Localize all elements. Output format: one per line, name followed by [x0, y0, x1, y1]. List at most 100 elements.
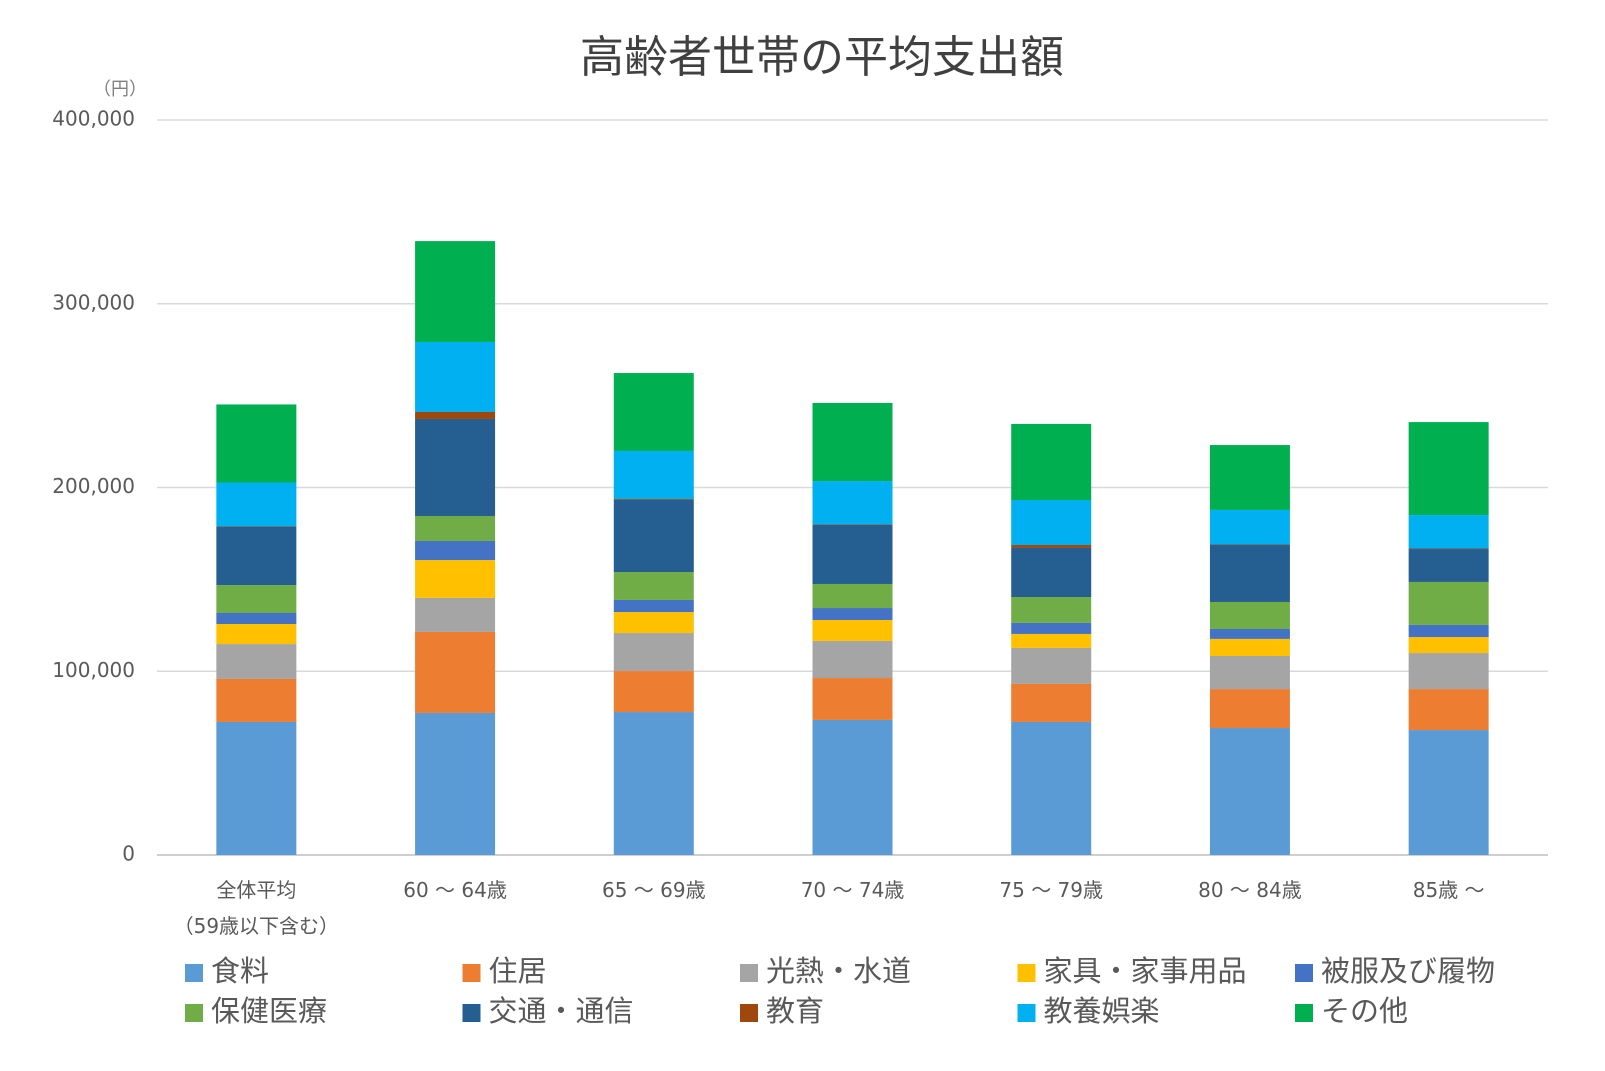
y-tick-label: 300,000: [52, 290, 135, 314]
bar-segment: [1408, 422, 1489, 516]
x-tick-label: 80 ～ 84歳: [1198, 878, 1302, 902]
bar-segment: [1408, 581, 1489, 625]
bar-segment: [415, 631, 496, 713]
legend-swatch: [1017, 1004, 1036, 1022]
legend-swatch: [185, 1004, 203, 1022]
bar-segment: [216, 404, 297, 483]
bar-segment: [1209, 544, 1290, 546]
bar-segment: [1209, 601, 1290, 629]
x-tick-label: 65 ～ 69歳: [601, 878, 706, 902]
bar-segment: [415, 341, 496, 412]
legend-swatch: [1295, 1004, 1313, 1022]
x-tick-label: 60 ～ 64歳: [403, 878, 507, 902]
chart-title: 高齢者世帯の平均支出額: [580, 32, 1064, 83]
bar-segment: [415, 540, 496, 561]
bar-segment: [1011, 647, 1092, 684]
y-unit: （円）: [93, 79, 147, 100]
bar-segment: [1011, 633, 1092, 648]
legend-label: 光熱・水道: [766, 954, 911, 988]
bar-segment: [812, 524, 893, 584]
bar-segment: [812, 678, 893, 720]
bar-segment: [613, 499, 694, 573]
bar-segment: [1408, 653, 1489, 690]
bar-segment: [216, 482, 297, 527]
bar-segment: [613, 450, 694, 500]
bar-segment: [216, 624, 297, 645]
bar-segment: [1408, 730, 1489, 855]
y-tick-label: 100,000: [52, 658, 135, 682]
bar-segment: [415, 411, 496, 419]
bar-segment: [613, 499, 694, 500]
legend-swatch: [462, 1004, 481, 1022]
bar-segment: [812, 640, 893, 679]
bar-segment: [216, 644, 297, 679]
legend-label: 家具・家事用品: [1044, 954, 1247, 988]
bar-segment: [812, 524, 893, 525]
legend-label: 被服及び履物: [1321, 954, 1495, 988]
bar-segment: [1209, 638, 1290, 656]
bar-segment: [415, 418, 496, 516]
legend-swatch: [740, 1004, 758, 1022]
legend-swatch: [1295, 964, 1313, 982]
bar-segment: [1408, 549, 1489, 582]
bar-segment: [1209, 655, 1290, 690]
bar-segment: [216, 678, 297, 722]
bar-segment: [1011, 499, 1092, 546]
bar-segment: [613, 612, 694, 634]
bar-segment: [1209, 689, 1290, 729]
bar-segment: [415, 560, 496, 598]
x-tick-label: 全体平均 （59歳以下含む）: [173, 878, 340, 938]
legend-label: 食料: [211, 954, 269, 988]
bar-segment: [1209, 445, 1290, 510]
bar-segment: [613, 633, 694, 672]
bar-segment: [1209, 628, 1290, 639]
bar-segment: [216, 613, 297, 625]
bar-segment: [812, 402, 893, 482]
bar-segment: [216, 526, 297, 528]
bar-segment: [1011, 545, 1092, 548]
bar-segment: [613, 572, 694, 600]
bar-segment: [1209, 509, 1290, 545]
x-tick-label: 75 ～ 79歳: [999, 878, 1104, 902]
legend-swatch: [462, 964, 481, 982]
legend-label: 教養娯楽: [1044, 994, 1160, 1028]
bar-segment: [613, 712, 694, 855]
bar-segment: [415, 712, 496, 855]
x-tick-label: 85歳 ～: [1412, 878, 1485, 902]
legend-label: 保健医療: [211, 994, 327, 1028]
bar-segment: [812, 619, 893, 641]
y-tick-label: 200,000: [52, 474, 135, 498]
legend-label: 教育: [766, 994, 824, 1028]
bar-segment: [1408, 689, 1489, 731]
bar-segment: [613, 373, 694, 451]
bar-segment: [216, 585, 297, 614]
bar-segment: [1209, 545, 1290, 602]
bar-segment: [1408, 624, 1489, 638]
legend-label: 交通・通信: [489, 994, 634, 1028]
bar-segment: [812, 608, 893, 620]
bar-segment: [1408, 548, 1489, 550]
bar-segment: [1209, 728, 1290, 855]
bar-segment: [415, 515, 496, 541]
bar-segment: [1011, 622, 1092, 634]
bar-segment: [1011, 683, 1092, 722]
bar-segment: [812, 481, 893, 525]
x-tick-label: 70 ～ 74歳: [800, 878, 905, 902]
bar-segment: [216, 527, 297, 586]
legend-label: その他: [1321, 994, 1408, 1028]
bar-segment: [1011, 597, 1092, 623]
bar-segment: [415, 597, 496, 632]
y-tick-label: 0: [122, 842, 135, 866]
bar-segment: [812, 719, 893, 855]
bar-segment: [1408, 637, 1489, 654]
legend-swatch: [1017, 964, 1036, 982]
legend-label: 住居: [489, 954, 547, 988]
bar-segment: [415, 241, 496, 342]
bar-segment: [613, 671, 694, 713]
y-tick-label: 400,000: [52, 107, 135, 131]
bar-segment: [216, 721, 297, 855]
bar-segment: [613, 599, 694, 613]
legend-swatch: [740, 964, 758, 982]
legend-swatch: [185, 964, 203, 982]
